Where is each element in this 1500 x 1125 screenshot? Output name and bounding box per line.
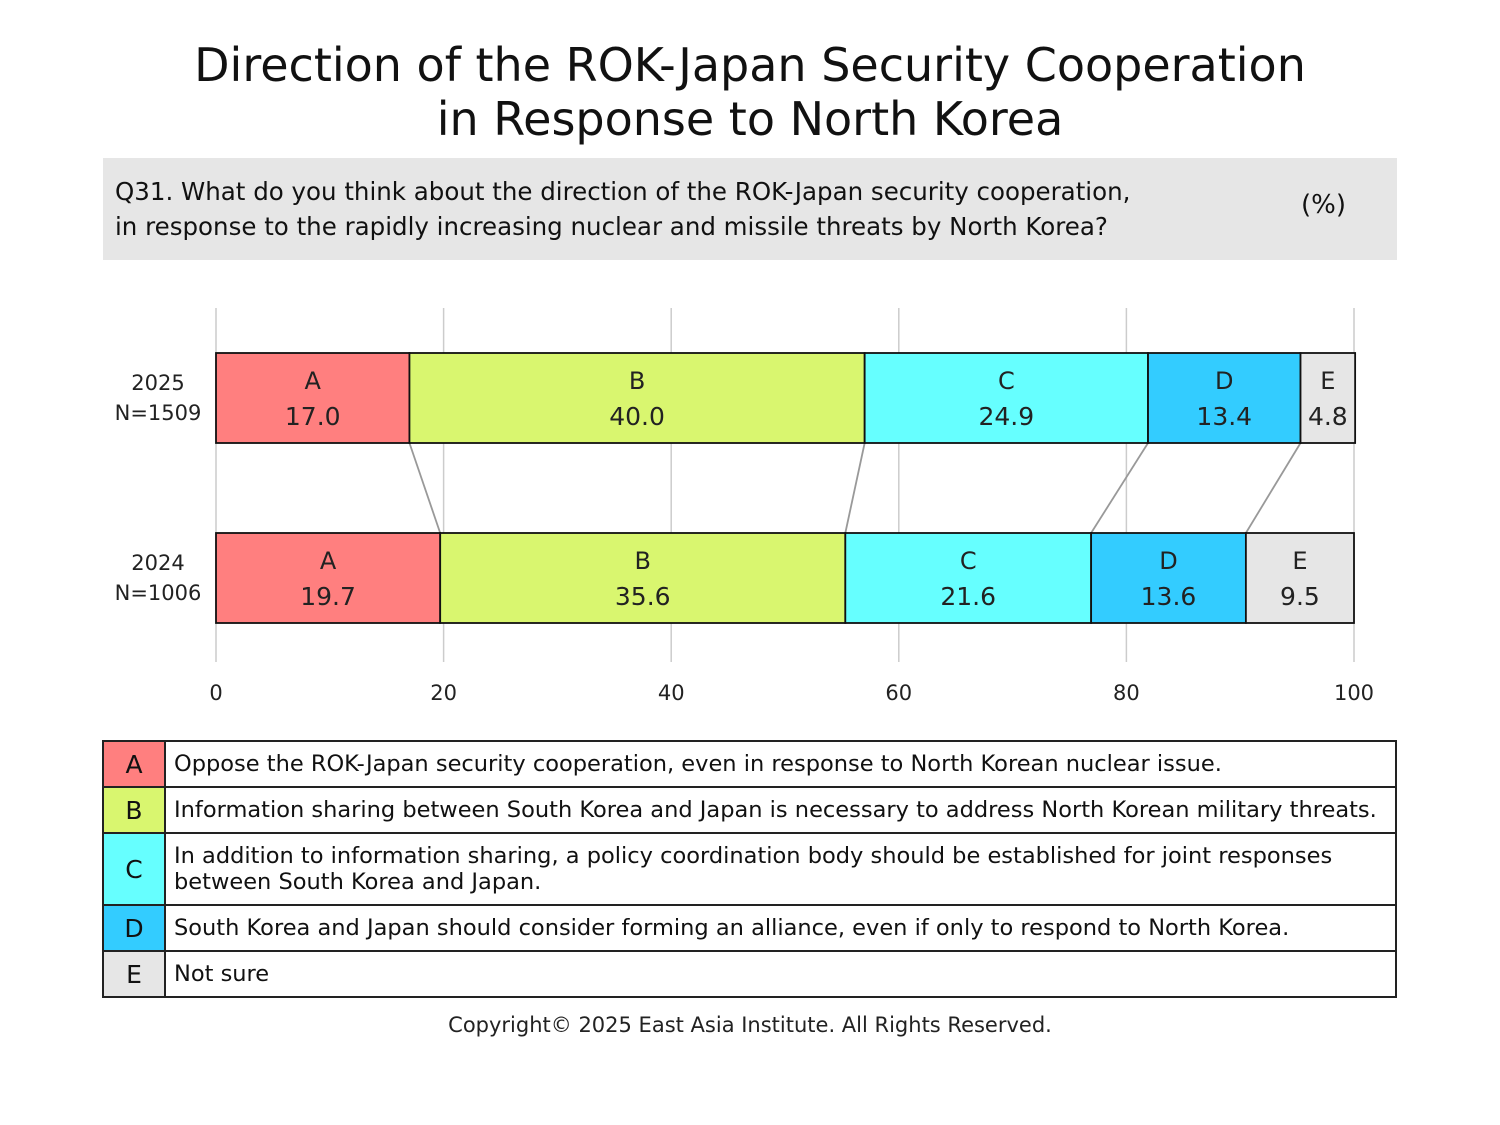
stacked-bar-chart: 0 20 40 60 80 100 A 17.0 B 40.0 C 24.9 D 13.4 E 4.8 2025… bbox=[115, 308, 1374, 705]
legend-key-A: A bbox=[102, 740, 166, 788]
segment-key-2025-B: B bbox=[629, 367, 645, 395]
category-year-2024: 2024 bbox=[131, 551, 184, 575]
unit-label: (%) bbox=[1301, 190, 1346, 220]
connector-line-B bbox=[844, 442, 866, 534]
data-label-2024-A: 19.7 bbox=[300, 582, 356, 611]
data-label-2025-B: 40.0 bbox=[609, 402, 665, 431]
legend-table: A Oppose the ROK-Japan security cooperati… bbox=[102, 740, 1397, 998]
legend-description-A: Oppose the ROK-Japan security cooperatio… bbox=[164, 740, 1397, 788]
bar-segment-2025-E bbox=[1299, 352, 1357, 444]
data-label-2024-E: 9.5 bbox=[1280, 582, 1320, 611]
bar-segment-2024-E bbox=[1244, 532, 1355, 624]
data-label-2024-B: 35.6 bbox=[615, 582, 671, 611]
legend-row-D: D South Korea and Japan should consider f… bbox=[102, 904, 1397, 952]
bar-segment-2024-D bbox=[1090, 532, 1247, 624]
legend-description-line: Not sure bbox=[174, 961, 270, 987]
x-tick-label-60: 60 bbox=[885, 681, 912, 705]
category-n-2024: N=1006 bbox=[115, 581, 202, 605]
legend-key-E: E bbox=[102, 950, 166, 998]
segment-key-2024-D: D bbox=[1159, 547, 1177, 575]
copyright-footer: Copyright© 2025 East Asia Institute. All… bbox=[448, 1013, 1052, 1037]
chart-title: Direction of the ROK-Japan Security Coop… bbox=[0, 38, 1500, 146]
legend-description-B: Information sharing between South Korea … bbox=[164, 786, 1397, 834]
connector-line-D bbox=[1245, 442, 1302, 534]
connector-line-C bbox=[1090, 442, 1149, 534]
legend-key-C: C bbox=[102, 832, 166, 906]
legend-description-line: between South Korea and Japan. bbox=[174, 869, 542, 895]
connector-line-A bbox=[408, 442, 442, 534]
legend-description-line: Information sharing between South Korea … bbox=[174, 797, 1377, 823]
data-label-2025-C: 24.9 bbox=[979, 402, 1035, 431]
legend-description-C: In addition to information sharing, a po… bbox=[164, 832, 1397, 906]
question-line-1: Q31. What do you think about the directi… bbox=[115, 177, 1131, 206]
legend-description-E: Not sure bbox=[164, 950, 1397, 998]
data-label-2024-D: 13.6 bbox=[1141, 582, 1197, 611]
bar-segment-2024-B bbox=[439, 532, 847, 624]
legend-key-D: D bbox=[102, 904, 166, 952]
question-box: Q31. What do you think about the directi… bbox=[103, 158, 1397, 260]
x-tick-label-80: 80 bbox=[1113, 681, 1140, 705]
legend-description-line: In addition to information sharing, a po… bbox=[174, 843, 1333, 869]
category-year-2025: 2025 bbox=[131, 371, 184, 395]
segment-key-2024-B: B bbox=[635, 547, 651, 575]
bar-segment-2025-A bbox=[215, 352, 411, 444]
segment-key-2025-E: E bbox=[1320, 367, 1335, 395]
segment-key-2025-C: C bbox=[998, 367, 1015, 395]
segment-key-2024-C: C bbox=[960, 547, 977, 575]
bar-segment-2024-C bbox=[844, 532, 1093, 624]
segment-key-2024-A: A bbox=[320, 547, 337, 575]
legend-row-B: B Information sharing between South Korea… bbox=[102, 786, 1397, 834]
data-label-2025-A: 17.0 bbox=[285, 402, 341, 431]
segment-key-2025-A: A bbox=[305, 367, 322, 395]
legend-description-line: Oppose the ROK-Japan security cooperatio… bbox=[174, 751, 1222, 777]
question-line-2: in response to the rapidly increasing nu… bbox=[115, 212, 1108, 241]
legend-description-D: South Korea and Japan should consider fo… bbox=[164, 904, 1397, 952]
bar-segment-2025-D bbox=[1147, 352, 1302, 444]
legend-description-line: South Korea and Japan should consider fo… bbox=[174, 915, 1290, 941]
segment-key-2024-E: E bbox=[1292, 547, 1307, 575]
legend-row-C: C In addition to information sharing, a p… bbox=[102, 832, 1397, 906]
data-label-2025-E: 4.8 bbox=[1308, 402, 1348, 431]
chart-title-line-2: in Response to North Korea bbox=[436, 92, 1064, 146]
segment-key-2025-D: D bbox=[1215, 367, 1233, 395]
bar-segment-2024-A bbox=[215, 532, 442, 624]
x-tick-label-20: 20 bbox=[430, 681, 457, 705]
x-tick-label-0: 0 bbox=[209, 681, 222, 705]
category-n-2025: N=1509 bbox=[115, 401, 202, 425]
x-tick-label-40: 40 bbox=[658, 681, 685, 705]
legend-row-E: E Not sure bbox=[102, 950, 1397, 998]
legend-key-B: B bbox=[102, 786, 166, 834]
chart-title-line-1: Direction of the ROK-Japan Security Coop… bbox=[194, 38, 1306, 92]
data-label-2025-D: 13.4 bbox=[1196, 402, 1252, 431]
question-text: Q31. What do you think about the directi… bbox=[115, 174, 1245, 244]
legend-row-A: A Oppose the ROK-Japan security cooperati… bbox=[102, 740, 1397, 788]
data-label-2024-C: 21.6 bbox=[940, 582, 996, 611]
x-tick-label-100: 100 bbox=[1334, 681, 1374, 705]
